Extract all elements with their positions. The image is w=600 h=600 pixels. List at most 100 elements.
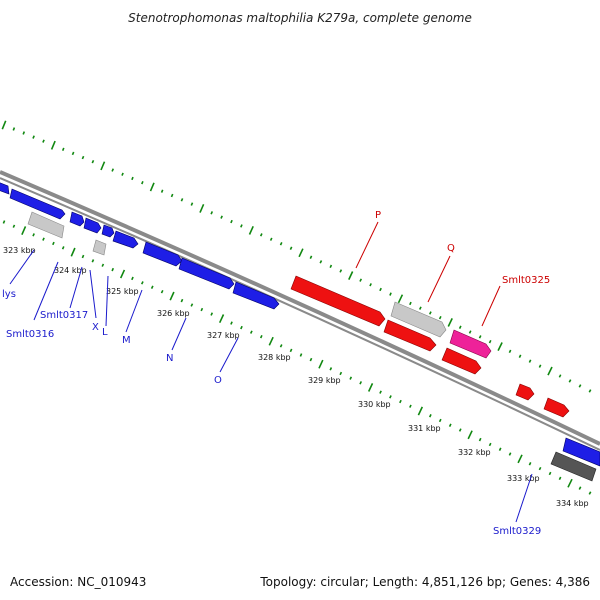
major-tick <box>119 269 126 279</box>
gene-arrow[interactable] <box>92 239 107 256</box>
major-tick <box>169 291 175 301</box>
major-tick <box>447 318 453 327</box>
minor-tick <box>180 298 184 303</box>
map-title: Stenotrophomonas maltophilia K279a, comp… <box>128 11 472 25</box>
gene-arrow[interactable] <box>441 347 482 375</box>
minor-tick <box>160 289 164 294</box>
minor-tick <box>32 233 35 237</box>
minor-tick <box>389 292 392 296</box>
gene-arrow[interactable] <box>178 257 235 290</box>
major-tick <box>268 336 274 346</box>
gene-arrow[interactable] <box>0 182 10 195</box>
minor-tick <box>548 471 552 476</box>
minor-tick <box>12 224 16 228</box>
gene-labels-blue <box>9 249 533 523</box>
minor-tick <box>319 260 323 264</box>
minor-tick <box>538 466 542 471</box>
gene-arrow[interactable] <box>83 217 102 234</box>
major-tick <box>70 247 76 257</box>
gene-label[interactable]: M <box>122 335 131 346</box>
major-tick <box>50 140 56 150</box>
gene-label[interactable]: O <box>214 375 222 386</box>
minor-tick <box>170 193 174 198</box>
minor-tick <box>588 491 592 495</box>
minor-tick <box>131 176 134 181</box>
major-tick <box>248 225 254 235</box>
major-tick <box>397 294 404 304</box>
minor-tick <box>508 452 512 456</box>
tick-label: 332 kbp <box>458 448 491 457</box>
gene-arrow[interactable] <box>550 451 597 482</box>
major-tick <box>1 120 7 130</box>
minor-tick <box>329 264 333 269</box>
gene-label[interactable]: lys <box>2 289 16 300</box>
minor-tick <box>438 315 442 320</box>
minor-tick <box>379 287 382 292</box>
major-tick <box>547 366 553 376</box>
minor-tick <box>42 139 45 143</box>
minor-tick <box>141 181 144 185</box>
minor-tick <box>528 359 532 363</box>
minor-tick <box>299 353 303 357</box>
minor-tick <box>101 263 105 267</box>
gene-label[interactable]: P <box>375 210 381 221</box>
gene-arrow[interactable] <box>515 383 535 401</box>
minor-tick <box>448 423 452 427</box>
minor-tick <box>528 462 532 466</box>
minor-tick <box>309 357 313 362</box>
gene-arrow[interactable] <box>543 397 570 418</box>
minor-tick <box>240 325 243 330</box>
tick-label: 323 kbp <box>3 246 36 255</box>
gene-arrow[interactable] <box>390 301 447 338</box>
minor-tick <box>518 354 522 358</box>
gene-arrow[interactable] <box>9 188 66 220</box>
gene-label[interactable]: X <box>92 322 99 333</box>
minor-tick <box>190 303 194 307</box>
gene-arrow[interactable] <box>562 437 600 467</box>
minor-tick <box>249 330 253 334</box>
minor-tick <box>488 442 492 447</box>
minor-tick <box>210 211 214 215</box>
minor-tick <box>52 241 55 246</box>
gene-arrow[interactable] <box>27 211 65 239</box>
minor-tick <box>568 379 572 383</box>
inner-dotted-track <box>2 220 592 495</box>
gene-arrow[interactable] <box>101 224 115 238</box>
minor-tick <box>180 198 184 202</box>
minor-tick <box>478 335 482 339</box>
minor-tick <box>230 219 233 224</box>
gene-arrow[interactable] <box>290 275 386 327</box>
major-tick <box>100 161 106 171</box>
gene-label[interactable]: N <box>166 353 173 364</box>
major-tick <box>567 478 573 488</box>
major-tick <box>367 383 374 392</box>
gene-track-red <box>290 275 570 418</box>
gene-label[interactable]: L <box>102 327 108 338</box>
minor-tick <box>269 237 273 241</box>
gene-arrow[interactable] <box>383 319 437 352</box>
minor-tick <box>200 307 204 312</box>
gene-label[interactable]: Smlt0325 <box>502 275 550 286</box>
gene-arrow[interactable] <box>232 281 280 310</box>
gene-arrow[interactable] <box>142 241 183 267</box>
gene-label[interactable]: Smlt0329 <box>493 526 541 537</box>
minor-tick <box>458 325 462 329</box>
minor-tick <box>22 131 26 135</box>
gene-label[interactable]: Q <box>447 243 455 254</box>
minor-tick <box>91 259 95 263</box>
gene-arrow[interactable] <box>112 230 139 249</box>
tick-label: 328 kbp <box>258 353 291 362</box>
minor-tick <box>578 486 582 490</box>
minor-tick <box>91 159 95 164</box>
minor-tick <box>42 237 45 241</box>
gene-track-forward <box>0 182 600 467</box>
gene-label[interactable]: Smlt0316 <box>6 329 54 340</box>
minor-tick <box>389 395 392 399</box>
minor-tick <box>309 255 313 259</box>
minor-tick <box>409 301 412 306</box>
gene-arrow[interactable] <box>69 211 85 227</box>
minor-tick <box>71 151 75 156</box>
gene-label[interactable]: Smlt0317 <box>40 310 88 321</box>
gene-arrow[interactable] <box>449 329 492 359</box>
